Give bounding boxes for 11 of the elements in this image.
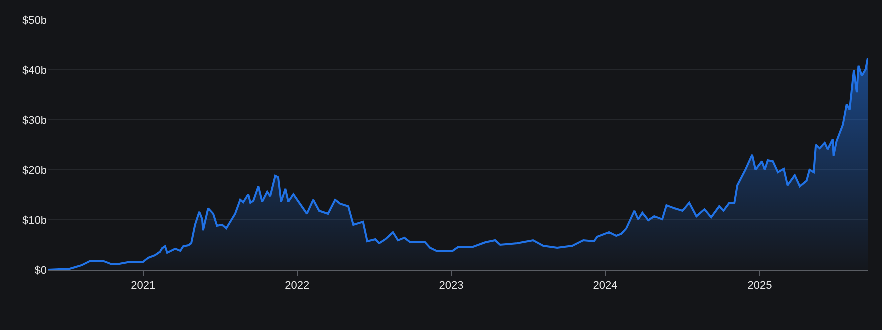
x-tick-label: 2025 — [748, 280, 772, 292]
x-tick-label: 2024 — [593, 280, 618, 292]
y-tick-label: $30b — [22, 114, 47, 127]
x-tick-label: 2023 — [439, 280, 464, 292]
y-tick-label: $40b — [22, 64, 47, 77]
x-tick-label: 2022 — [285, 280, 310, 292]
y-tick-label: $0 — [34, 264, 47, 277]
y-tick-label: $10b — [22, 214, 47, 227]
x-tick-label: 2021 — [131, 280, 156, 292]
y-tick-label: $50b — [22, 14, 47, 27]
y-tick-label: $20b — [22, 164, 47, 177]
